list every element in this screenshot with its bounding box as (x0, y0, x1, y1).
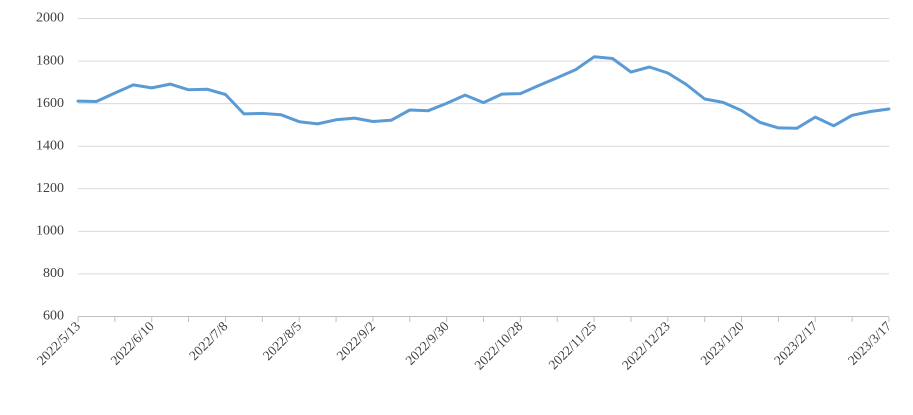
x-axis-tick-label: 2023/1/20 (697, 318, 746, 367)
x-axis-tick-label: 2022/6/10 (108, 318, 157, 367)
y-axis-tick-label: 1800 (36, 53, 64, 68)
x-axis-tick-label: 2023/2/17 (771, 318, 820, 367)
x-axis-tick-label: 2022/7/8 (186, 318, 231, 363)
y-axis-tick-label: 1600 (36, 96, 64, 111)
y-axis-tick-label: 2000 (36, 11, 64, 26)
x-axis-tick-label: 2022/12/23 (619, 318, 673, 372)
y-axis-tick-label: 600 (43, 309, 64, 324)
y-axis-tick-label: 1200 (36, 181, 64, 196)
y-axis-tick-label: 800 (43, 266, 64, 281)
x-axis-tick-label: 2022/10/28 (471, 318, 525, 372)
x-axis-tick-label: 2022/8/5 (260, 318, 305, 363)
y-axis-tick-label: 1400 (36, 138, 64, 153)
x-axis-tick-label: 2022/11/25 (545, 318, 599, 372)
x-axis-tick-label: 2022/5/13 (34, 318, 83, 367)
x-axis-tick-label: 2022/9/2 (333, 319, 378, 364)
y-axis-tick-label: 1000 (36, 224, 64, 239)
x-axis-tick-label: 2023/3/17 (845, 318, 894, 367)
data-series-line (76, 55, 891, 130)
x-axis-tick-label: 2022/9/30 (402, 318, 451, 367)
